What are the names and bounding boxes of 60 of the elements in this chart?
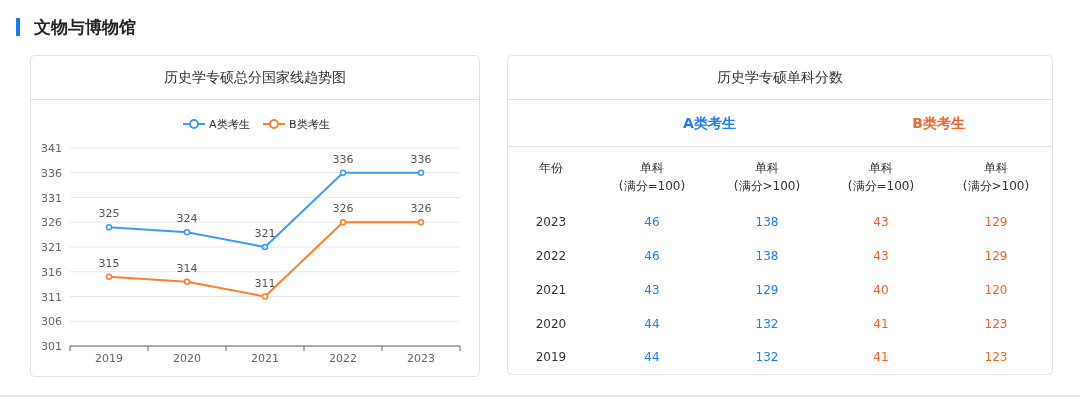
data-label: 314 [176, 261, 198, 275]
legend-label: A类考生 [209, 118, 250, 131]
y-tick-label: 306 [41, 315, 62, 329]
y-axis-title: 年份 [539, 161, 563, 175]
data-label: 43 [873, 215, 889, 229]
data-label: 129 [984, 249, 1008, 263]
y-tick-label: 336 [41, 166, 62, 180]
x-tick-label: 单科 (满分=100) [618, 161, 686, 193]
x-tick-label: 单科 (满分=100) [847, 161, 915, 193]
y-tick-label: 321 [41, 241, 62, 254]
data-label: 123 [984, 317, 1008, 331]
y-tick-label: 2020 [535, 317, 567, 331]
data-label: 311 [254, 276, 276, 290]
data-label: 44 [644, 350, 660, 364]
data-label: 321 [254, 227, 276, 240]
data-label: 129 [755, 283, 779, 297]
y-tick-label: 2023 [535, 215, 567, 229]
data-label: 120 [984, 283, 1008, 297]
data-label: 44 [644, 317, 660, 331]
y-tick-label: 311 [41, 290, 62, 304]
data-label: 41 [873, 350, 889, 364]
x-tick-label: 2022 [329, 352, 357, 365]
text: 文物与博物馆 [33, 17, 136, 37]
chart-title: 历史学专硕总分国家线趋势图 [164, 69, 346, 85]
y-tick-label: 2022 [535, 249, 567, 263]
data-label: 325 [98, 207, 120, 221]
y-tick-label: 301 [41, 340, 62, 353]
x-tick-label: 2020 [173, 352, 201, 365]
chart-title: 历史学专硕单科分数 [717, 69, 843, 85]
data-label: 43 [873, 249, 889, 263]
data-label: 132 [755, 350, 779, 364]
text: A类考生 [683, 115, 736, 131]
data-label: 40 [873, 283, 889, 297]
text: B类考生 [912, 115, 965, 131]
data-label: 336 [410, 152, 432, 166]
y-tick-label: 2021 [535, 283, 567, 297]
data-label: 315 [98, 256, 120, 270]
x-tick-label: 单科 (满分>100) [733, 161, 801, 193]
data-label: 46 [644, 215, 660, 229]
x-tick-label: 2023 [407, 352, 435, 365]
x-tick-label: 2021 [251, 352, 279, 365]
data-label: 138 [755, 249, 779, 263]
data-label: 132 [755, 317, 779, 331]
y-tick-label: 316 [41, 265, 62, 279]
data-label: 41 [873, 317, 889, 331]
x-tick-label: 2019 [95, 352, 123, 365]
data-label: 123 [984, 350, 1008, 364]
y-tick-label: 341 [41, 142, 62, 155]
data-label: 326 [410, 202, 432, 216]
legend-label: B类考生 [289, 118, 330, 131]
data-label: 46 [644, 249, 660, 263]
y-tick-label: 326 [41, 216, 62, 230]
data-label: 336 [332, 152, 354, 166]
data-label: 324 [176, 212, 198, 226]
data-label: 138 [755, 215, 779, 229]
x-tick-label: 单科 (满分>100) [962, 161, 1030, 193]
data-label: 326 [332, 202, 354, 216]
y-tick-label: 331 [41, 191, 62, 205]
data-label: 129 [984, 215, 1008, 229]
data-label: 43 [644, 283, 660, 297]
